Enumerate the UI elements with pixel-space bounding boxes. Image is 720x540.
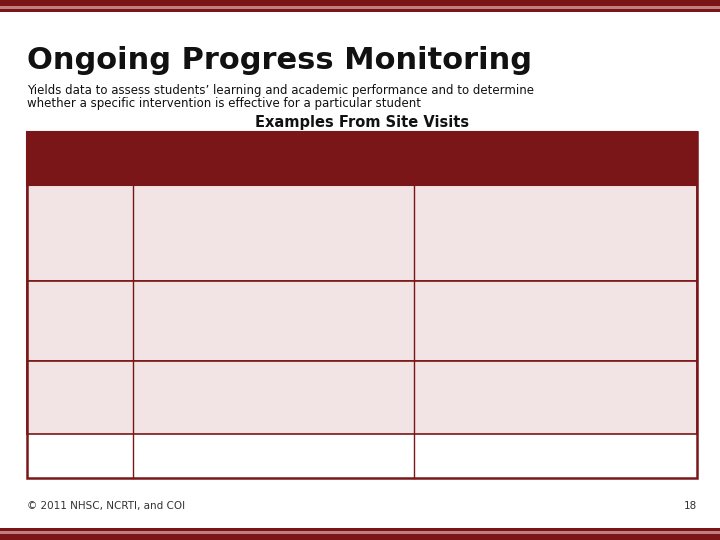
Text: Examples From Site Visits: Examples From Site Visits <box>255 115 469 130</box>
Text: •  Every other week
•  Every other week
•  Weekly
•  Weekly: • Every other week • Every other week • … <box>421 289 533 343</box>
Text: Primary: Primary <box>35 193 86 206</box>
Bar <box>0 531 720 534</box>
Text: •  Teacher-developed algebra CBM
•  Maze passage
•  D/F reports
•  Time-sampling: • Teacher-developed algebra CBM • Maze p… <box>140 289 333 343</box>
Text: Measure: Measure <box>140 140 201 153</box>
Bar <box>27 185 697 281</box>
Bar <box>27 281 697 361</box>
Text: 18: 18 <box>684 501 697 511</box>
Text: •  Daily
•  Monthly
•  Monthly
•  Semester/quarter
•  First 20 days of school, q: • Daily • Monthly • Monthly • Semester/q… <box>421 193 618 261</box>
Text: •  Measures embedded in
    intervention program
•  Behavior tracking sheets: • Measures embedded in intervention prog… <box>140 369 293 408</box>
Text: •  Ongoing formative assessment
•  Common mathematics assessment
•  Common writi: • Ongoing formative assessment • Common … <box>140 193 350 261</box>
Bar <box>27 132 697 478</box>
Text: Secondary: Secondary <box>35 289 104 302</box>
Text: Level of
instruction: Level of instruction <box>35 140 111 169</box>
Bar <box>27 361 697 434</box>
Bar <box>27 132 697 185</box>
Bar <box>0 6 720 9</box>
Text: whether a specific intervention is effective for a particular student: whether a specific intervention is effec… <box>27 97 421 110</box>
Bar <box>0 0 720 6</box>
Text: Tertiary: Tertiary <box>35 369 86 382</box>
Text: Ongoing Progress Monitoring: Ongoing Progress Monitoring <box>27 46 532 75</box>
Bar <box>0 528 720 531</box>
Bar <box>0 534 720 540</box>
Text: Yields data to assess students’ learning and academic performance and to determi: Yields data to assess students’ learning… <box>27 84 534 97</box>
Text: Frequency: Frequency <box>421 140 494 153</box>
Bar <box>0 9 720 12</box>
Text: © 2011 NHSC, NCRTI, and COI: © 2011 NHSC, NCRTI, and COI <box>27 501 186 511</box>
Text: •  Daily

•  Daily: • Daily • Daily <box>421 369 463 408</box>
